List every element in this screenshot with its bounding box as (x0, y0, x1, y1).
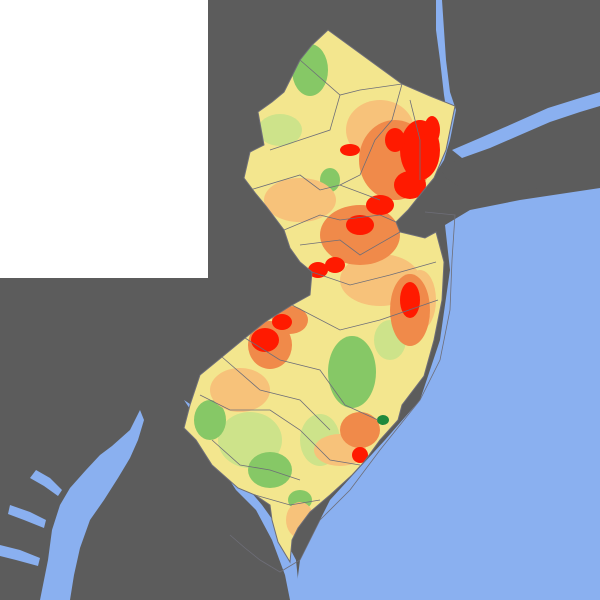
inset-blank-area (0, 0, 208, 278)
very-high-density-area (394, 171, 426, 199)
chesapeake-tributary (8, 505, 46, 528)
mid-high-density-area (264, 178, 336, 222)
low-density-area (258, 114, 302, 146)
county-boundary (211, 439, 301, 481)
very-high-density-area (346, 215, 374, 235)
wetland-area (377, 415, 389, 425)
very-high-density-area (366, 195, 394, 215)
county-boundary (339, 83, 403, 186)
county-boundary (283, 214, 397, 231)
county-boundary (199, 394, 361, 466)
county-boundary (409, 99, 421, 180)
long-island-sound (452, 92, 600, 158)
very-high-density-area (272, 314, 292, 330)
high-density-area (340, 412, 380, 448)
pine-barrens-low-density (328, 336, 376, 408)
county-boundary (291, 299, 439, 331)
new-jersey-land (183, 29, 456, 564)
county-boundary (269, 94, 341, 151)
very-high-density-area (340, 144, 360, 156)
low-density-area (194, 400, 226, 440)
atlantic-ocean (295, 150, 600, 600)
county-boundary (249, 174, 381, 201)
mid-high-density-area (210, 368, 270, 412)
very-high-density-area (308, 262, 328, 278)
long-island (440, 106, 600, 192)
county-boundary (221, 356, 331, 431)
very-high-density-area (251, 328, 279, 352)
very-high-density-area (352, 447, 368, 463)
very-high-density-area (400, 282, 420, 318)
county-boundaries (199, 59, 439, 506)
county-boundary (299, 231, 401, 256)
chesapeake-tributary (0, 545, 40, 566)
county-boundary (244, 337, 379, 421)
very-high-density-area (385, 128, 405, 152)
state-outline (183, 29, 456, 564)
very-high-density-area (424, 116, 440, 144)
county-boundary (254, 494, 321, 506)
offshore-boundary (229, 211, 456, 573)
county-boundary (311, 261, 437, 286)
county-boundary (299, 59, 403, 96)
chesapeake-bay (40, 410, 144, 600)
very-high-density-area (325, 257, 345, 273)
chesapeake-tributary (30, 470, 62, 496)
